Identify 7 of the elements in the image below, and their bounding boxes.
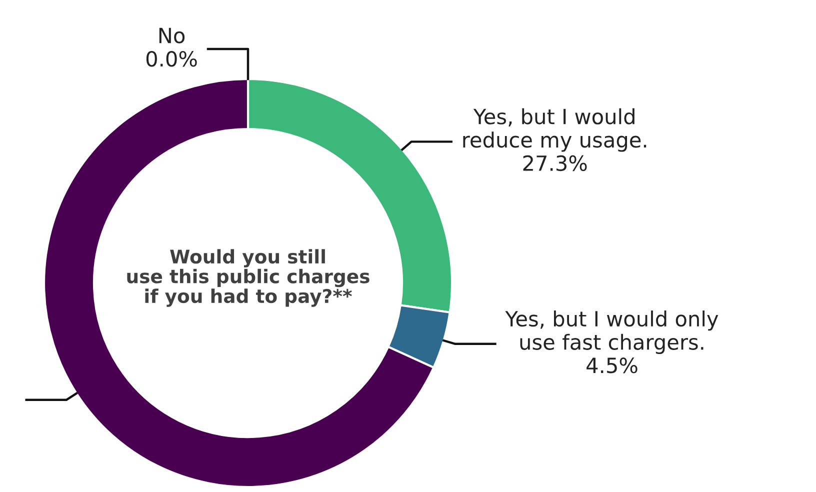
text: 0.0% xyxy=(146,50,197,67)
category-label: No xyxy=(159,28,185,44)
data-label: 4.5% xyxy=(586,358,638,374)
slice-label: Yes, but I would only use fast chargers. xyxy=(505,310,718,354)
text: Would you still use this public charges if you had to pay?** xyxy=(127,249,370,307)
slice-label: Yes, but I would reduce my usage. xyxy=(463,108,646,152)
data-label: 27.3% xyxy=(523,155,587,172)
